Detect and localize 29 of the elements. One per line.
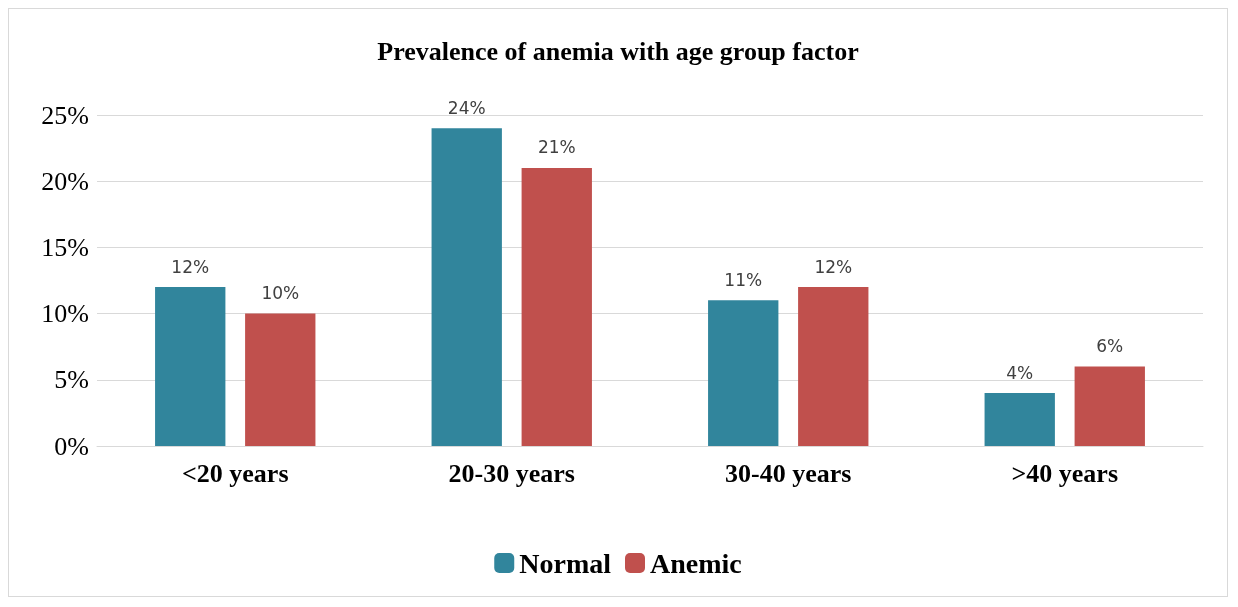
x-tick-label: 30-40 years [725, 458, 852, 488]
bar [431, 128, 502, 446]
data-label: 12% [171, 256, 210, 277]
data-label: 24% [447, 97, 486, 118]
bar [521, 167, 592, 446]
y-tick-label: 10% [41, 299, 89, 329]
x-tick-label: >40 years [1011, 458, 1119, 488]
chart-title: Prevalence of anemia with age group factor [377, 36, 859, 66]
data-label: 6% [1096, 336, 1124, 357]
y-tick-label: 0% [54, 431, 89, 461]
bar [798, 287, 869, 446]
legend-label: Anemic [650, 547, 742, 579]
bar [708, 300, 779, 446]
legend-label: Normal [519, 547, 612, 579]
data-label: 10% [261, 283, 300, 304]
data-label: 12% [814, 256, 853, 277]
x-tick-label: 20-30 years [448, 458, 575, 488]
bar [155, 287, 226, 446]
y-tick-label: 25% [41, 100, 89, 130]
x-tick-label: <20 years [181, 458, 289, 488]
y-tick-label: 15% [41, 232, 89, 262]
bar [984, 393, 1055, 446]
data-label: 11% [724, 269, 763, 290]
bar [1074, 366, 1145, 446]
data-label: 4% [1006, 362, 1034, 383]
y-tick-label: 5% [54, 365, 89, 395]
bar [245, 313, 316, 446]
y-tick-label: 20% [41, 166, 89, 196]
data-label: 21% [537, 137, 576, 158]
